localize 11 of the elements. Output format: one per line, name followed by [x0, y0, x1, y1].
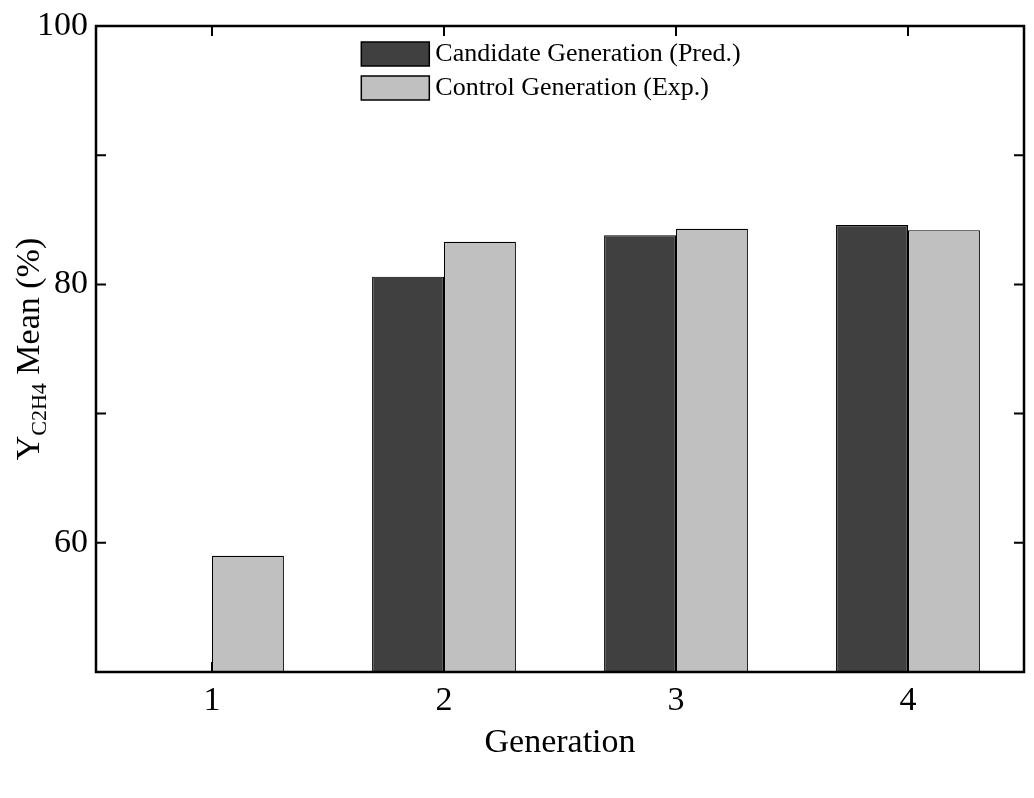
x-axis-title: Generation	[484, 721, 636, 759]
legend-label: Candidate Generation (Pred.)	[435, 37, 741, 67]
y-tick-label: 60	[54, 521, 88, 559]
legend-label: Control Generation (Exp.)	[435, 71, 709, 101]
y-tick-label: 100	[37, 4, 88, 42]
x-tick-label: 1	[203, 679, 221, 717]
y-tick-label: 80	[54, 263, 88, 301]
x-tick-label: 2	[435, 679, 453, 717]
x-tick-label: 4	[899, 679, 917, 717]
y-axis-title: YC2H4 Mean (%)	[8, 237, 51, 461]
x-tick-label: 3	[667, 679, 685, 717]
